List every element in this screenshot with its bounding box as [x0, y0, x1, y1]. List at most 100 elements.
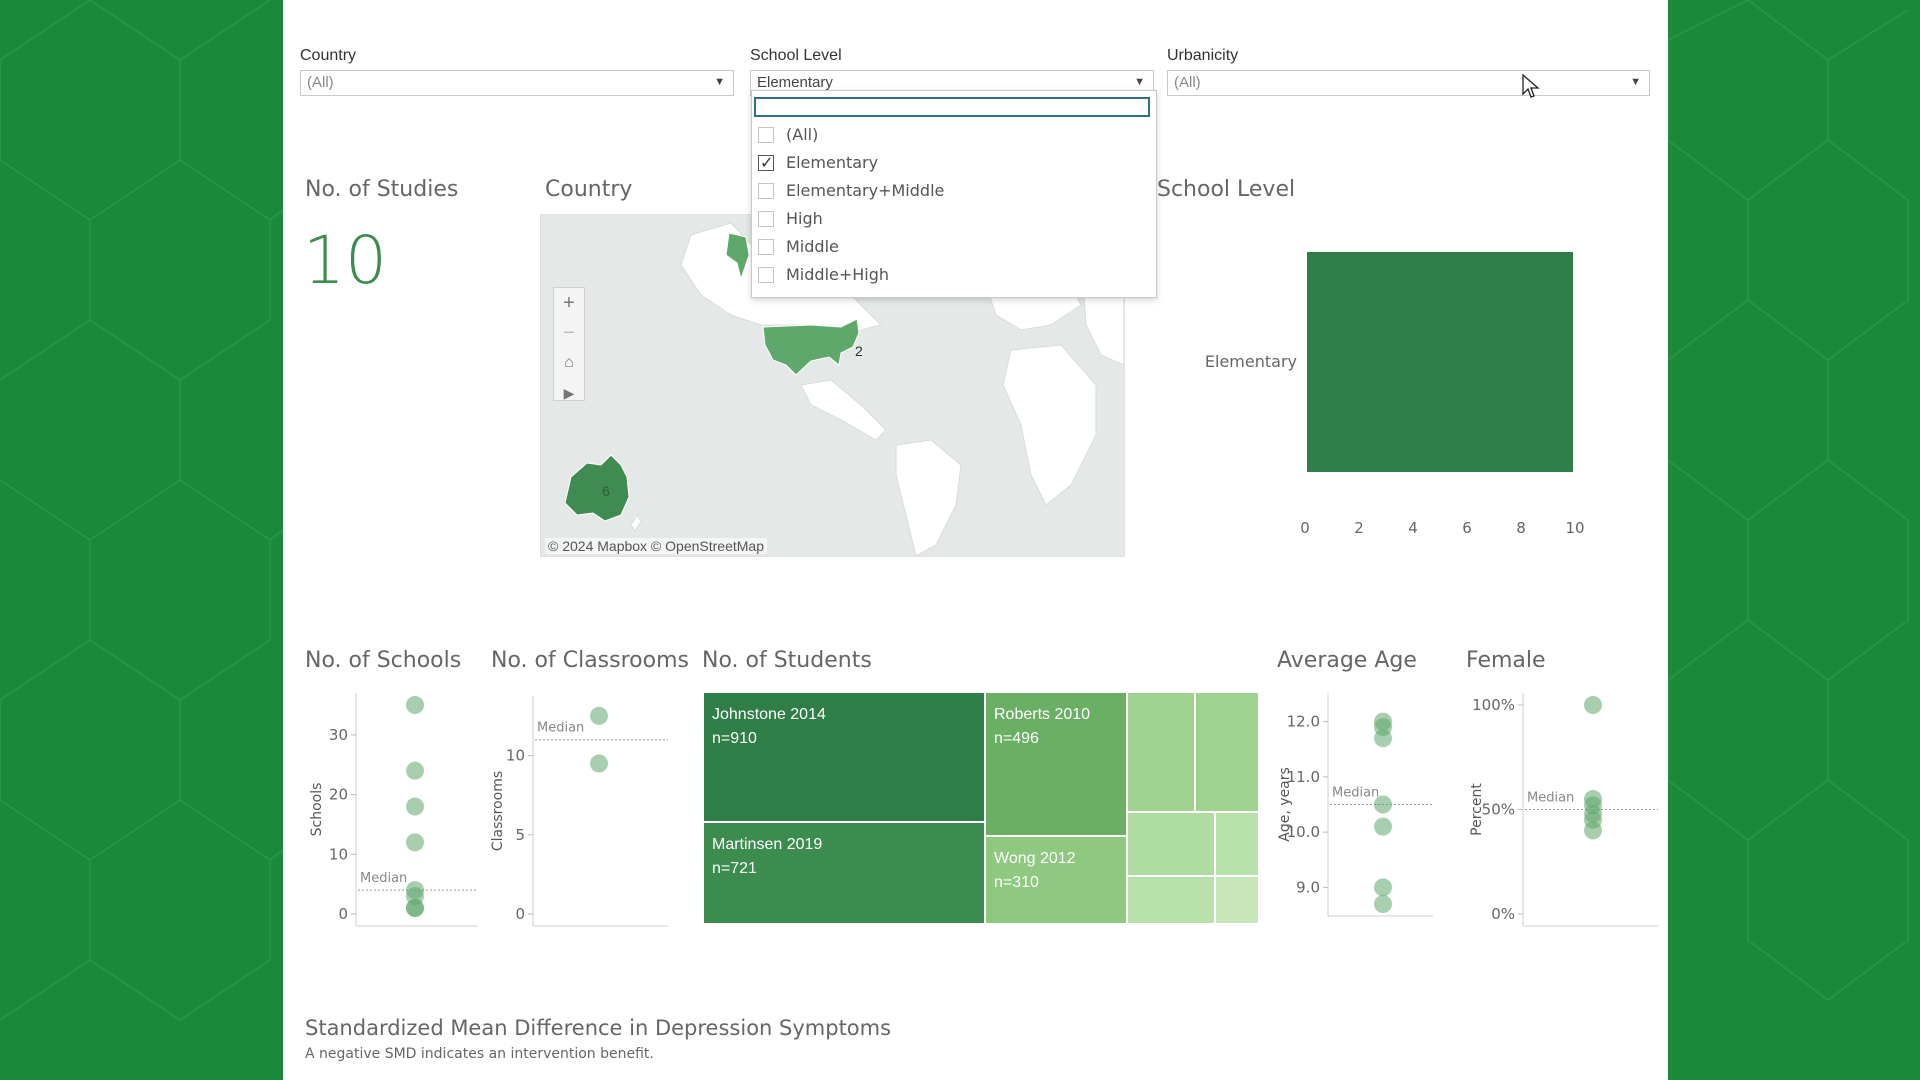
median-label: Median: [360, 871, 407, 886]
data-point[interactable]: [590, 706, 608, 725]
school-level-filter-value: Elementary: [757, 74, 833, 91]
data-point[interactable]: [406, 761, 424, 780]
classrooms-title: No. of Classrooms: [491, 648, 689, 673]
checkbox-icon[interactable]: [758, 127, 774, 143]
treemap-cell-wong[interactable]: Wong 2012 n=310: [985, 836, 1127, 924]
data-point[interactable]: [1584, 696, 1602, 714]
treemap-cell-unlabeled[interactable]: [1127, 812, 1215, 876]
country-filter-select[interactable]: (All) ▼: [300, 70, 734, 96]
chevron-down-icon: ▼: [1630, 76, 1641, 88]
urbanicity-filter-select[interactable]: (All) ▼: [1167, 70, 1650, 96]
data-point[interactable]: [406, 833, 424, 852]
y-tick-label: 9.0: [1296, 878, 1320, 896]
y-tick-label: 10: [329, 845, 348, 863]
australia-highlight: [564, 454, 630, 522]
school-level-filter-label: School Level: [750, 47, 842, 64]
data-point[interactable]: [406, 797, 424, 816]
schools-title: No. of Schools: [305, 648, 462, 673]
treemap-cell-unlabeled[interactable]: [1215, 876, 1259, 924]
y-tick-label: 11.0: [1287, 768, 1320, 786]
treemap-cell-name: Roberts 2010: [994, 706, 1091, 723]
data-point[interactable]: [406, 899, 424, 918]
treemap-cell-unlabeled[interactable]: [1215, 812, 1259, 876]
usa-count-label: 2: [855, 343, 863, 359]
y-tick-label: 0: [338, 905, 348, 923]
new-zealand-shape: [630, 514, 642, 532]
urbanicity-filter-value: (All): [1174, 74, 1201, 91]
checkbox-icon[interactable]: [758, 153, 774, 172]
urbanicity-filter-label: Urbanicity: [1167, 47, 1239, 64]
data-point[interactable]: [1374, 729, 1392, 748]
classrooms-chart: 10 5 0 Classrooms Median: [490, 696, 668, 927]
treemap-cell-name: Martinsen 2019: [712, 836, 823, 853]
y-tick-label: 30: [329, 726, 348, 744]
studies-title: No. of Studies: [305, 177, 459, 202]
checkbox-icon[interactable]: [758, 267, 774, 283]
checkbox-icon[interactable]: [758, 239, 774, 255]
y-tick-label: 5: [515, 826, 525, 844]
school-level-dropdown: (All) Elementary Elementary+Middle High Midd…: [751, 90, 1157, 298]
country-map-title: Country: [545, 177, 633, 202]
treemap-cell-unlabeled[interactable]: [1195, 692, 1259, 812]
dropdown-option-label: Elementary: [786, 153, 879, 172]
checkbox-icon[interactable]: [758, 183, 774, 199]
treemap-cell-johnstone[interactable]: Johnstone 2014 n=910: [703, 692, 985, 822]
y-tick-label: 0: [515, 905, 525, 923]
data-point[interactable]: [1374, 878, 1392, 897]
dropdown-option-label: Middle: [786, 237, 839, 256]
x-tick-label: 10: [1565, 519, 1584, 537]
female-chart: 100% 50% 0% Percent Median: [1469, 693, 1658, 927]
country-filter-label: Country: [300, 47, 357, 64]
treemap-cell-name: Wong 2012: [994, 850, 1076, 867]
dropdown-option-label: (All): [786, 125, 819, 144]
bar-category-label: Elementary: [1205, 352, 1297, 371]
y-axis-label: Classrooms: [490, 771, 506, 851]
treemap-cell-roberts[interactable]: Roberts 2010 n=496: [985, 692, 1127, 836]
zoom-in-icon[interactable]: +: [563, 292, 575, 314]
zoom-out-icon[interactable]: −: [563, 322, 575, 344]
dropdown-search-input[interactable]: [754, 97, 1150, 117]
treemap-cell-unlabeled[interactable]: [1127, 876, 1215, 924]
treemap-cell-unlabeled[interactable]: [1127, 692, 1195, 812]
background-pattern-right: [1668, 0, 1920, 1080]
studies-count: 10: [303, 222, 387, 299]
home-icon[interactable]: ⌂: [564, 354, 574, 371]
smd-title: Standardized Mean Difference in Depressi…: [305, 1016, 892, 1040]
dropdown-option-label: High: [786, 209, 823, 228]
y-tick-label: 10: [506, 747, 525, 765]
pan-arrow-icon[interactable]: ▶: [563, 385, 575, 401]
median-label: Median: [1527, 791, 1574, 806]
data-point[interactable]: [1374, 895, 1392, 913]
schools-chart: 30 20 10 0 Schools Median: [309, 693, 478, 927]
x-tick-label: 0: [1300, 519, 1310, 537]
bar-elementary[interactable]: [1307, 252, 1573, 472]
x-tick-label: 8: [1516, 519, 1526, 537]
y-axis-label: Percent: [1469, 783, 1485, 836]
data-point[interactable]: [1374, 795, 1392, 814]
data-point[interactable]: [1374, 817, 1392, 836]
y-axis-label: Age, years: [1277, 767, 1293, 842]
treemap-cell-name: Johnstone 2014: [712, 706, 826, 723]
y-tick-label: 10.0: [1287, 823, 1320, 841]
australia-count-label: 6: [602, 483, 610, 499]
median-label: Median: [537, 721, 584, 736]
age-title: Average Age: [1277, 648, 1417, 673]
south-america-shape: [895, 439, 962, 556]
y-tick-label: 12.0: [1287, 713, 1320, 731]
y-tick-label: 100%: [1472, 696, 1515, 714]
checkbox-icon[interactable]: [758, 211, 774, 227]
x-tick-label: 6: [1462, 519, 1472, 537]
africa-shape: [1002, 344, 1097, 506]
x-tick-label: 4: [1408, 519, 1418, 537]
data-point[interactable]: [406, 696, 424, 714]
school-level-chart: Elementary 0 2 4 6 8 10: [1205, 252, 1585, 537]
treemap-cell-n: n=910: [712, 730, 757, 747]
x-tick-label: 2: [1354, 519, 1364, 537]
map-controls: + − ⌂ ▶: [553, 287, 585, 401]
treemap-cell-n: n=310: [994, 874, 1039, 891]
data-point[interactable]: [1584, 821, 1602, 840]
median-label: Median: [1332, 786, 1379, 801]
dashboard-panel: Country (All) ▼ School Level Elementary …: [283, 0, 1668, 1080]
data-point[interactable]: [590, 754, 608, 773]
treemap-cell-martinsen[interactable]: Martinsen 2019 n=721: [703, 822, 985, 924]
